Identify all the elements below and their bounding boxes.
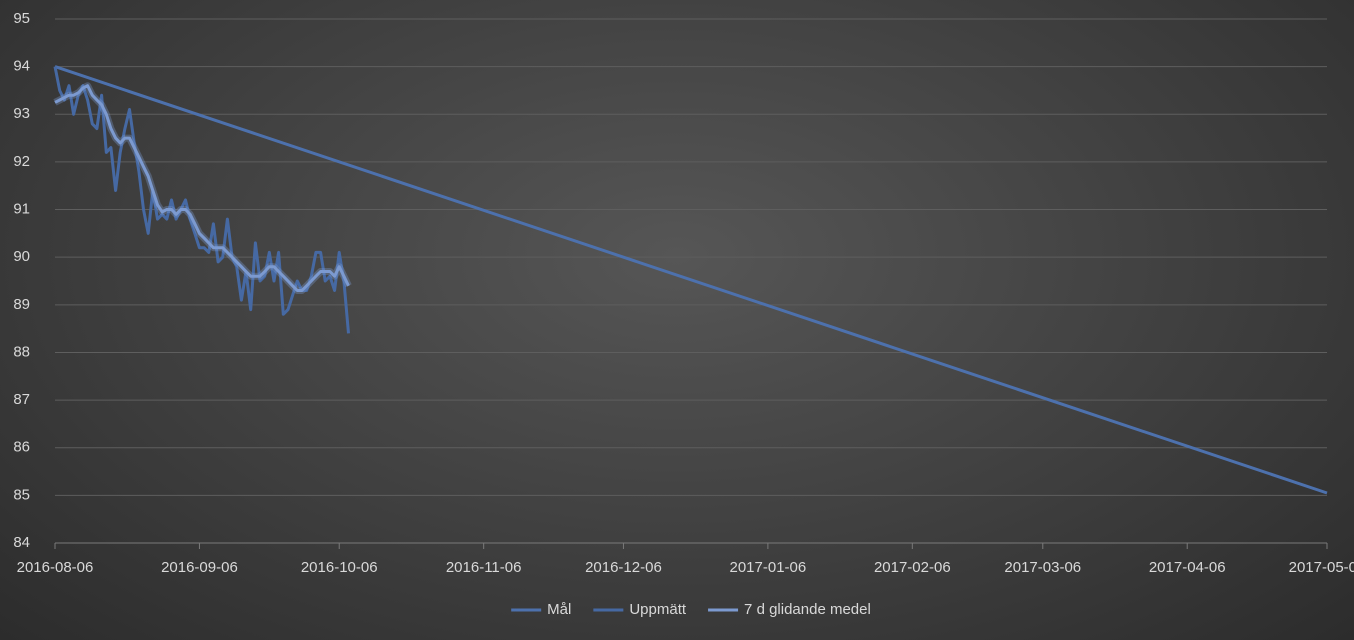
series-line — [53, 66, 350, 334]
x-tick-label: 2017-02-06 — [874, 559, 951, 576]
y-tick-label: 94 — [13, 58, 30, 75]
y-tick-label: 93 — [13, 105, 30, 122]
x-tick-label: 2016-12-06 — [585, 559, 662, 576]
y-tick-label: 91 — [13, 201, 30, 218]
x-tick-label: 2016-09-06 — [161, 559, 238, 576]
legend-label: Mål — [547, 601, 571, 618]
legend: Mål Uppmätt 7 d glidande medel — [511, 601, 871, 618]
x-tick-label: 2016-10-06 — [301, 559, 378, 576]
x-tick-label: 2016-08-06 — [17, 559, 94, 576]
y-tick-label: 95 — [13, 10, 30, 27]
x-tick-label: 2017-04-06 — [1149, 559, 1226, 576]
y-tick-label: 86 — [13, 439, 30, 456]
series-line — [54, 84, 350, 292]
legend-label: 7 d glidande medel — [744, 601, 871, 618]
y-tick-label: 87 — [13, 391, 30, 408]
legend-label: Uppmätt — [629, 601, 687, 618]
y-tick-label: 90 — [13, 248, 30, 265]
y-tick-label: 84 — [13, 534, 30, 551]
y-tick-label: 85 — [13, 486, 30, 503]
y-tick-label: 89 — [13, 296, 30, 313]
y-tick-label: 88 — [13, 343, 30, 360]
x-tick-label: 2017-05-06 — [1289, 559, 1354, 576]
y-tick-label: 92 — [13, 153, 30, 170]
x-tick-label: 2017-01-06 — [730, 559, 807, 576]
x-tick-label: 2016-11-06 — [446, 559, 522, 576]
x-tick-label: 2017-03-06 — [1004, 559, 1081, 576]
series-line — [54, 65, 1328, 495]
